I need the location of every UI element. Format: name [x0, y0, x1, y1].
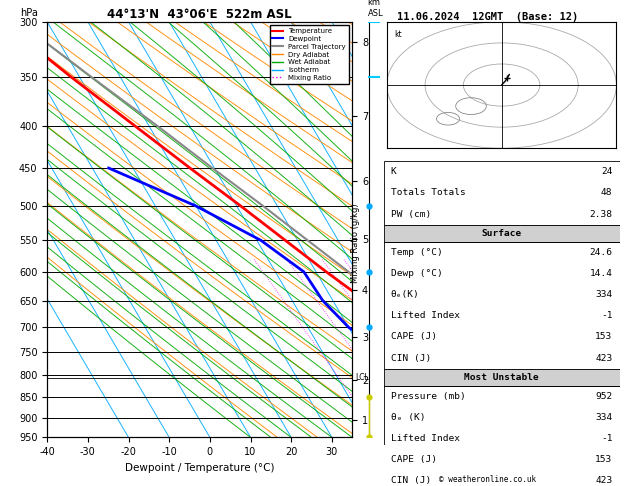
Text: 153: 153: [595, 455, 613, 464]
Text: km
ASL: km ASL: [367, 0, 383, 17]
Text: CIN (J): CIN (J): [391, 354, 431, 363]
Text: Pressure (mb): Pressure (mb): [391, 392, 465, 401]
Text: LCL: LCL: [355, 373, 369, 382]
Text: 24.6: 24.6: [589, 248, 613, 257]
Text: -1: -1: [601, 312, 613, 320]
Title: 44°13'N  43°06'E  522m ASL: 44°13'N 43°06'E 522m ASL: [108, 8, 292, 21]
Text: θₑ(K): θₑ(K): [391, 290, 420, 299]
Text: 48: 48: [601, 189, 613, 197]
Text: Temp (°C): Temp (°C): [391, 248, 443, 257]
Text: Mixing Ratio (g/kg): Mixing Ratio (g/kg): [351, 203, 360, 283]
Text: 423: 423: [595, 354, 613, 363]
Bar: [384, 386, 620, 486]
Text: 2.38: 2.38: [589, 209, 613, 219]
Text: Dewp (°C): Dewp (°C): [391, 269, 443, 278]
Text: Lifted Index: Lifted Index: [391, 434, 460, 443]
Text: 423: 423: [595, 476, 613, 486]
Text: 24: 24: [601, 167, 613, 176]
Text: PW (cm): PW (cm): [391, 209, 431, 219]
Text: © weatheronline.co.uk: © weatheronline.co.uk: [439, 474, 536, 484]
Text: θₑ (K): θₑ (K): [391, 413, 425, 422]
Text: 334: 334: [595, 413, 613, 422]
Text: 153: 153: [595, 332, 613, 342]
Bar: [384, 161, 620, 225]
Legend: Temperature, Dewpoint, Parcel Trajectory, Dry Adiabat, Wet Adiabat, Isotherm, Mi: Temperature, Dewpoint, Parcel Trajectory…: [270, 25, 348, 84]
Text: CIN (J): CIN (J): [391, 476, 431, 486]
Text: Lifted Index: Lifted Index: [391, 312, 460, 320]
Text: 334: 334: [595, 290, 613, 299]
Text: K: K: [391, 167, 396, 176]
Text: 952: 952: [595, 392, 613, 401]
Text: Surface: Surface: [482, 229, 521, 238]
Text: CAPE (J): CAPE (J): [391, 455, 437, 464]
Text: Totals Totals: Totals Totals: [391, 189, 465, 197]
Text: Most Unstable: Most Unstable: [464, 373, 539, 382]
Text: -1: -1: [601, 434, 613, 443]
Text: 14.4: 14.4: [589, 269, 613, 278]
Text: kt: kt: [394, 30, 402, 39]
Text: CAPE (J): CAPE (J): [391, 332, 437, 342]
Bar: [384, 242, 620, 369]
Text: hPa: hPa: [19, 8, 38, 17]
Text: 11.06.2024  12GMT  (Base: 12): 11.06.2024 12GMT (Base: 12): [397, 12, 578, 22]
Bar: [384, 369, 620, 386]
Bar: [384, 225, 620, 242]
X-axis label: Dewpoint / Temperature (°C): Dewpoint / Temperature (°C): [125, 463, 274, 473]
